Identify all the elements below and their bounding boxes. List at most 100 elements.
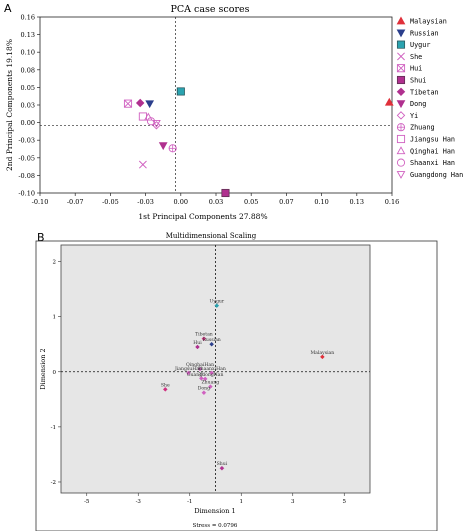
pca-legend-item-guangdong-han: Guangdong Han xyxy=(396,171,463,179)
pca-legend-item-zhuang: Zhuang xyxy=(396,123,435,132)
mds-point-zhuang xyxy=(207,384,213,389)
pca-y-tick-label: 0.00 xyxy=(21,119,35,127)
pca-legend-marker-shui xyxy=(396,75,406,85)
pca-legend-item-russian: Russian xyxy=(396,29,439,38)
pca-point-malaysian xyxy=(384,97,394,106)
pca-x-tick-label: -0.10 xyxy=(32,198,49,206)
pca-legend-label-malaysian: Malaysian xyxy=(410,18,447,26)
pca-point-uygur xyxy=(176,87,185,96)
pca-legend-label-shui: Shui xyxy=(410,77,426,85)
pca-y-tick-label: -0.03 xyxy=(18,137,35,145)
pca-point-zhuang xyxy=(168,144,177,153)
pca-legend-item-hui: Hui xyxy=(396,64,422,73)
pca-y-axis: -0.10 -0.08 -0.05 -0.03 0.00 0.03 0.05 0.08 0.10… xyxy=(18,14,40,198)
pca-point-qinghai-han xyxy=(143,112,153,121)
mds-title: Multidimensional Scaling xyxy=(166,232,257,240)
mds-x-label: Dimension 1 xyxy=(194,507,235,515)
mds-label-uygur: Uygur xyxy=(210,299,225,305)
pca-title: PCA case scores xyxy=(171,4,250,15)
pca-legend-label-uygur: Uygur xyxy=(410,41,430,49)
pca-x-tick-label: 0.07 xyxy=(279,198,293,206)
pca-legend-label-she: She xyxy=(410,53,422,61)
pca-legend-label-hui: Hui xyxy=(410,65,422,73)
mds-point-dong xyxy=(201,390,207,396)
mds-chart: Multidimensional Scaling -5 -3 -1 1 3 5 2 1 0 -1… xyxy=(35,232,438,531)
mds-point-yi xyxy=(198,376,204,381)
mds-y-tick-label: 1 xyxy=(53,315,57,321)
mds-label-russian: Russian xyxy=(202,337,220,343)
pca-y-tick-label: -0.05 xyxy=(18,154,35,162)
pca-x-tick-label: 0.16 xyxy=(385,198,399,206)
pca-legend-marker-uygur xyxy=(396,40,406,49)
pca-legend: Malaysian Russian Uygur She Hui Shui Tibetan Do… xyxy=(396,16,463,179)
pca-legend-label-jiangsu-han: Jiangsu Han xyxy=(410,136,455,144)
pca-y-tick-label: 0.05 xyxy=(21,84,35,92)
mds-point-hui xyxy=(195,344,200,350)
pca-plot-frame xyxy=(39,16,393,194)
mds-point-she xyxy=(162,387,168,392)
pca-legend-label-dong: Dong xyxy=(410,100,426,108)
pca-chart: PCA case scores -0.10 -0.07 -0.05 -0.03 0.00… xyxy=(5,4,463,221)
pca-point-russian xyxy=(145,100,155,109)
mds-point-shaanxihan xyxy=(209,370,214,376)
pca-legend-marker-russian xyxy=(396,29,406,38)
mds-point-tibetan xyxy=(201,336,207,342)
pca-x-tick-label: -0.05 xyxy=(102,198,119,206)
pca-y-tick-label: 0.16 xyxy=(21,14,35,22)
pca-reference-lines xyxy=(40,17,392,193)
pca-point-shui xyxy=(221,188,230,198)
pca-point-shaanxi-han xyxy=(146,117,156,126)
pca-y-tick-label: -0.10 xyxy=(18,190,35,198)
mds-label-zhuang: Zhuang xyxy=(201,380,219,386)
pca-legend-item-malaysian: Malaysian xyxy=(396,16,447,26)
mds-x-axis: -5 -3 -1 1 3 5 xyxy=(84,493,347,505)
mds-x-tick-label: 3 xyxy=(291,499,295,505)
pca-legend-marker-malaysian xyxy=(396,16,406,25)
pca-y-tick-label: 0.13 xyxy=(21,31,35,39)
pca-legend-item-shui: Shui xyxy=(396,75,426,85)
mds-point-uygur xyxy=(214,303,220,308)
pca-legend-marker-she xyxy=(397,52,405,61)
mds-y-tick-label: 2 xyxy=(53,260,57,266)
mds-footnote: Stress = 0.0796 xyxy=(193,523,238,529)
mds-label-she: She xyxy=(161,382,170,388)
mds-label-qinghaihan: QinghaiHan xyxy=(186,362,214,368)
pca-legend-label-russian: Russian xyxy=(410,29,439,37)
pca-x-axis: -0.10 -0.07 -0.05 -0.03 0.00 0.03 0.05 0.07 0.10… xyxy=(32,193,399,206)
pca-legend-marker-dong xyxy=(396,100,406,109)
pca-legend-marker-yi xyxy=(396,111,406,120)
mds-reference-lines xyxy=(61,245,370,493)
mds-x-tick-label: -1 xyxy=(187,499,192,505)
mds-x-tick-label: 1 xyxy=(240,499,244,505)
mds-x-tick-label: 5 xyxy=(343,499,347,505)
pca-legend-label-qinghai-han: Qinghai Han xyxy=(410,147,455,155)
mds-point-malaysian xyxy=(320,354,325,360)
pca-legend-item-tibetan: Tibetan xyxy=(396,87,439,96)
mds-x-tick-label: -5 xyxy=(84,499,90,505)
pca-y-tick-label: 0.10 xyxy=(21,49,35,57)
panel-label-b: B xyxy=(37,231,45,244)
pca-legend-marker-qinghai-han xyxy=(396,146,406,155)
pca-legend-label-yi: Yi xyxy=(410,112,418,120)
mds-y-tick-label: -2 xyxy=(51,480,56,486)
pca-x-tick-label: -0.07 xyxy=(67,198,84,206)
pca-x-tick-label: 0.10 xyxy=(314,198,328,206)
mds-label-hui: Hui xyxy=(193,340,202,346)
pca-legend-item-uygur: Uygur xyxy=(396,40,430,49)
pca-legend-item-she: She xyxy=(397,52,422,61)
pca-point-yi xyxy=(152,121,161,130)
pca-legend-label-shaanxi-han: Shaanxi Han xyxy=(410,159,455,167)
mds-y-tick-label: 0 xyxy=(53,370,57,376)
pca-legend-label-zhuang: Zhuang xyxy=(410,124,435,132)
pca-point-dong xyxy=(158,142,168,151)
mds-x-tick-label: -3 xyxy=(136,499,142,505)
pca-x-label: 1st Principal Components 27.88% xyxy=(138,212,267,221)
pca-y-tick-label: 0.08 xyxy=(21,66,35,74)
mds-y-label: Dimension 2 xyxy=(39,348,47,389)
pca-legend-item-yi: Yi xyxy=(396,111,418,120)
mds-point-shui xyxy=(219,465,225,471)
mds-label-shaanxihan: ShaanxiHan xyxy=(197,366,225,372)
pca-x-tick-label: 0.13 xyxy=(350,198,364,206)
mds-y-tick-label: -1 xyxy=(51,425,56,431)
